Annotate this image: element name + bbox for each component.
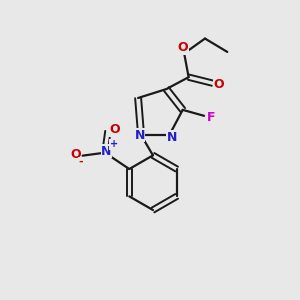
Text: O: O [214,78,224,91]
Text: N: N [101,145,112,158]
Text: N: N [167,131,177,144]
Text: N: N [134,129,145,142]
Text: -: - [78,157,83,167]
Text: F: F [206,111,215,124]
Text: O: O [177,41,188,54]
Text: O: O [70,148,80,161]
Text: +: + [110,140,118,149]
Text: O: O [109,123,120,136]
